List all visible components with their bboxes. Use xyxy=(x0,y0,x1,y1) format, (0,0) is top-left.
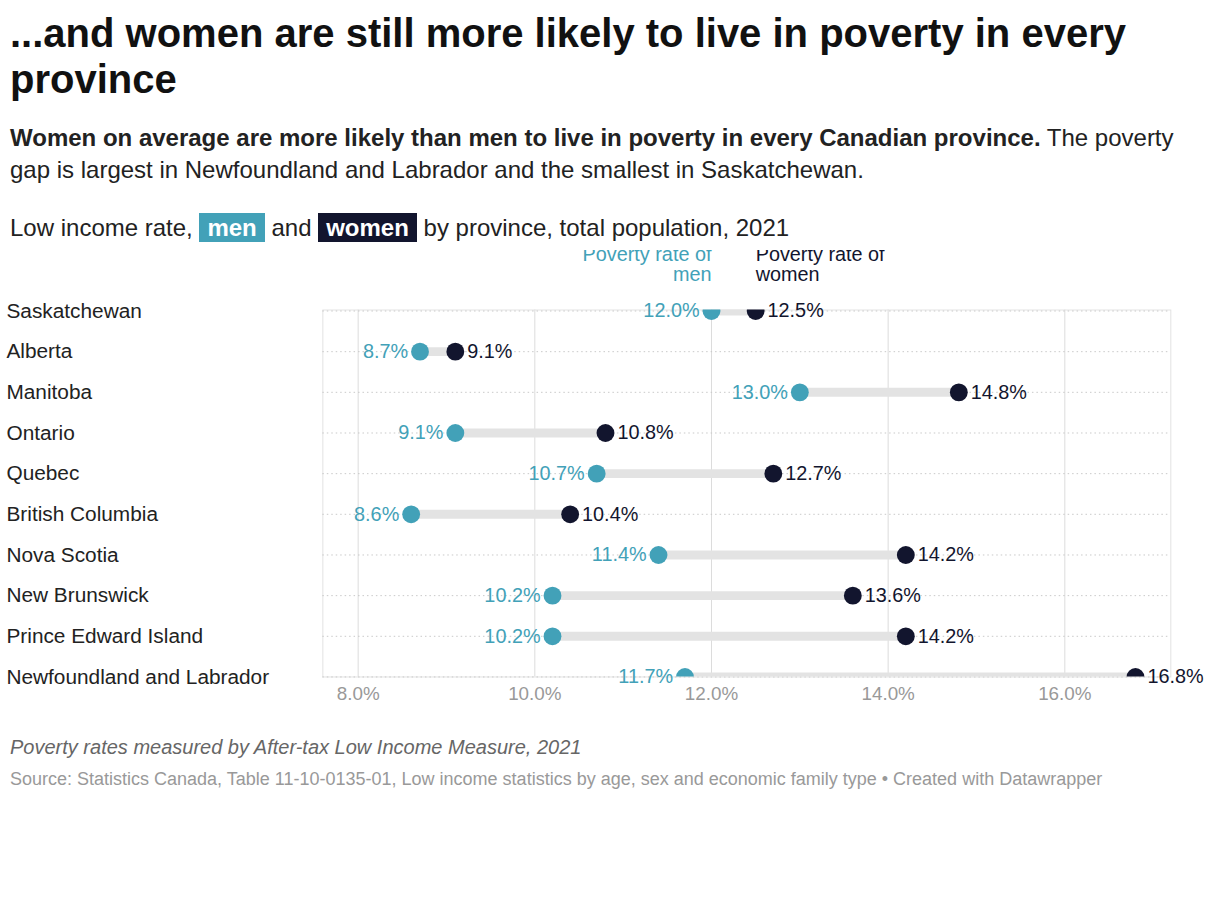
svg-text:16.8%: 16.8% xyxy=(1147,665,1203,687)
html-text:Women on average are more like: Women on average are more likely than me… xyxy=(10,124,1174,183)
svg-text:10.2%: 10.2% xyxy=(484,584,540,606)
svg-text:Nova Scotia: Nova Scotia xyxy=(6,543,119,566)
html-text:Source: Statistics Canada, Tab: Source: Statistics Canada, Table 11-10-0… xyxy=(10,769,1103,790)
svg-text:14.0%: 14.0% xyxy=(861,683,915,704)
svg-text:12.0%: 12.0% xyxy=(643,299,699,321)
svg-text:Ontario: Ontario xyxy=(6,421,74,444)
svg-text:Prince Edward Island: Prince Edward Island xyxy=(6,624,203,647)
svg-text:11.7%: 11.7% xyxy=(618,665,673,687)
svg-text:Manitoba: Manitoba xyxy=(6,380,92,403)
svg-text:14.2%: 14.2% xyxy=(918,543,974,565)
html-text:Low income rate, men and women: Low income rate, men and women by provin… xyxy=(10,214,790,241)
svg-text:10.7%: 10.7% xyxy=(529,462,585,484)
svg-text:14.2%: 14.2% xyxy=(918,625,974,647)
svg-text:14.8%: 14.8% xyxy=(971,381,1027,403)
svg-text:10.8%: 10.8% xyxy=(617,421,673,443)
svg-text:10.2%: 10.2% xyxy=(484,625,540,647)
svg-text:10.4%: 10.4% xyxy=(582,503,638,525)
svg-text:13.0%: 13.0% xyxy=(732,381,788,403)
svg-text:12.5%: 12.5% xyxy=(768,299,824,321)
svg-text:8.6%: 8.6% xyxy=(354,503,399,525)
html-text:Poverty rates measured by Afte: Poverty rates measured by After-tax Low … xyxy=(10,736,582,759)
svg-text:8.0%: 8.0% xyxy=(337,683,380,704)
html-text:...and women are still more li: ...and women are still more likely to li… xyxy=(10,11,1126,101)
svg-text:Saskatchewan: Saskatchewan xyxy=(6,299,141,322)
svg-text:13.6%: 13.6% xyxy=(865,584,921,606)
svg-text:Alberta: Alberta xyxy=(6,339,72,362)
svg-text:12.0%: 12.0% xyxy=(685,683,739,704)
svg-text:16.0%: 16.0% xyxy=(1038,683,1092,704)
svg-text:9.1%: 9.1% xyxy=(467,340,512,362)
svg-text:Poverty rate ofwomen: Poverty rate ofwomen xyxy=(755,250,885,285)
svg-text:British Columbia: British Columbia xyxy=(6,502,158,525)
svg-text:10.0%: 10.0% xyxy=(508,683,562,704)
svg-text:12.7%: 12.7% xyxy=(785,462,841,484)
svg-text:Poverty rate ofmen: Poverty rate ofmen xyxy=(583,250,712,285)
svg-text:11.4%: 11.4% xyxy=(592,543,647,565)
svg-text:9.1%: 9.1% xyxy=(398,421,443,443)
svg-text:New Brunswick: New Brunswick xyxy=(6,583,149,606)
svg-text:Quebec: Quebec xyxy=(6,461,79,484)
svg-text:8.7%: 8.7% xyxy=(363,340,408,362)
svg-text:Newfoundland and Labrador: Newfoundland and Labrador xyxy=(6,665,269,688)
